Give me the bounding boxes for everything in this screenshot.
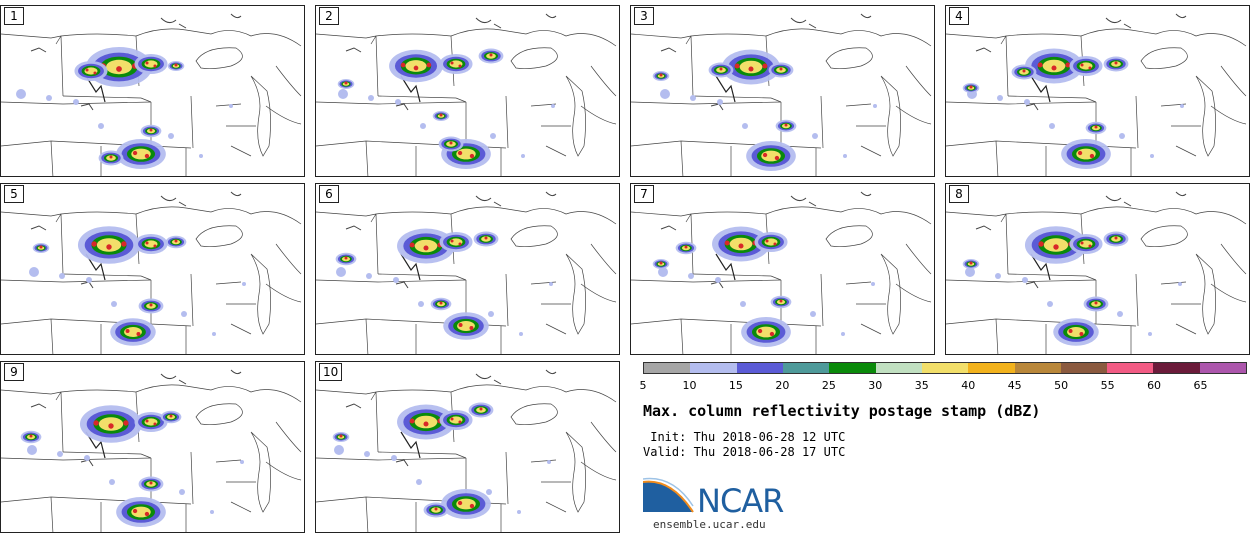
colorbar-swatch [1060, 363, 1108, 373]
map-panel-6: 6 [315, 183, 620, 355]
map-panel-4: 4 [945, 5, 1250, 177]
colorbar-swatch [736, 363, 783, 373]
colorbar-tick-label: 5 [639, 379, 647, 392]
map-plot [316, 369, 617, 532]
colorbar-swatch [690, 363, 737, 373]
map-plot [1, 369, 302, 532]
colorbar-ticks: 5 10 15 20 25 30 35 40 45 50 55 60 65 [639, 379, 1247, 393]
figure-title: Max. column reflectivity postage stamp (… [643, 402, 1041, 420]
ncar-logo-text: NCAR [697, 482, 784, 520]
colorbar-swatch [1107, 363, 1154, 373]
map-panel-10: 10 [315, 361, 620, 533]
colorbar-tick-label: 60 [1147, 379, 1162, 392]
colorbar-swatch [1014, 363, 1061, 373]
colorbar-tick-label: 50 [1054, 379, 1069, 392]
panel-number-label: 5 [4, 185, 24, 203]
panel-number-label: 1 [4, 7, 24, 25]
colorbar-swatch [921, 363, 969, 373]
map-plot [631, 191, 932, 354]
valid-time: Valid: Thu 2018-06-28 17 UTC [643, 445, 846, 459]
map-panel-2: 2 [315, 5, 620, 177]
map-panel-7: 7 [630, 183, 935, 355]
site-url: ensemble.ucar.edu [653, 518, 766, 531]
colorbar-swatch [644, 363, 691, 373]
panel-number-label: 6 [319, 185, 339, 203]
colorbar-tick-label: 55 [1100, 379, 1115, 392]
map-plot [946, 191, 1247, 354]
map-plot [316, 191, 617, 354]
init-time: Init: Thu 2018-06-28 12 UTC [643, 430, 846, 444]
panel-number-label: 7 [634, 185, 654, 203]
map-plot [1, 191, 302, 354]
colorbar-tick-label: 65 [1193, 379, 1208, 392]
reflectivity-colorbar [643, 362, 1247, 374]
ncar-logo-icon [643, 477, 694, 513]
colorbar-swatch [1199, 363, 1247, 373]
map-panel-8: 8 [945, 183, 1250, 355]
panel-number-label: 8 [949, 185, 969, 203]
colorbar-swatch [968, 363, 1015, 373]
colorbar-tick-label: 45 [1007, 379, 1022, 392]
map-plot [946, 13, 1247, 176]
colorbar-tick-label: 40 [961, 379, 976, 392]
colorbar-tick-label: 20 [775, 379, 790, 392]
map-panel-9: 9 [0, 361, 305, 533]
colorbar-swatch [875, 363, 922, 373]
colorbar-swatch [829, 363, 876, 373]
map-plot [1, 13, 302, 176]
colorbar-swatch [1153, 363, 1200, 373]
map-plot [631, 13, 932, 176]
panel-number-label: 2 [319, 7, 339, 25]
map-panel-5: 5 [0, 183, 305, 355]
panel-number-label: 3 [634, 7, 654, 25]
panel-number-label: 10 [319, 363, 343, 381]
colorbar-tick-label: 25 [821, 379, 836, 392]
panel-number-label: 4 [949, 7, 969, 25]
map-panel-3: 3 [630, 5, 935, 177]
panel-number-label: 9 [4, 363, 24, 381]
colorbar-tick-label: 30 [868, 379, 883, 392]
colorbar-tick-label: 10 [682, 379, 697, 392]
colorbar-swatch [782, 363, 830, 373]
map-plot [316, 13, 617, 176]
map-panel-1: 1 [0, 5, 305, 177]
colorbar-tick-label: 15 [728, 379, 743, 392]
colorbar-tick-label: 35 [914, 379, 929, 392]
